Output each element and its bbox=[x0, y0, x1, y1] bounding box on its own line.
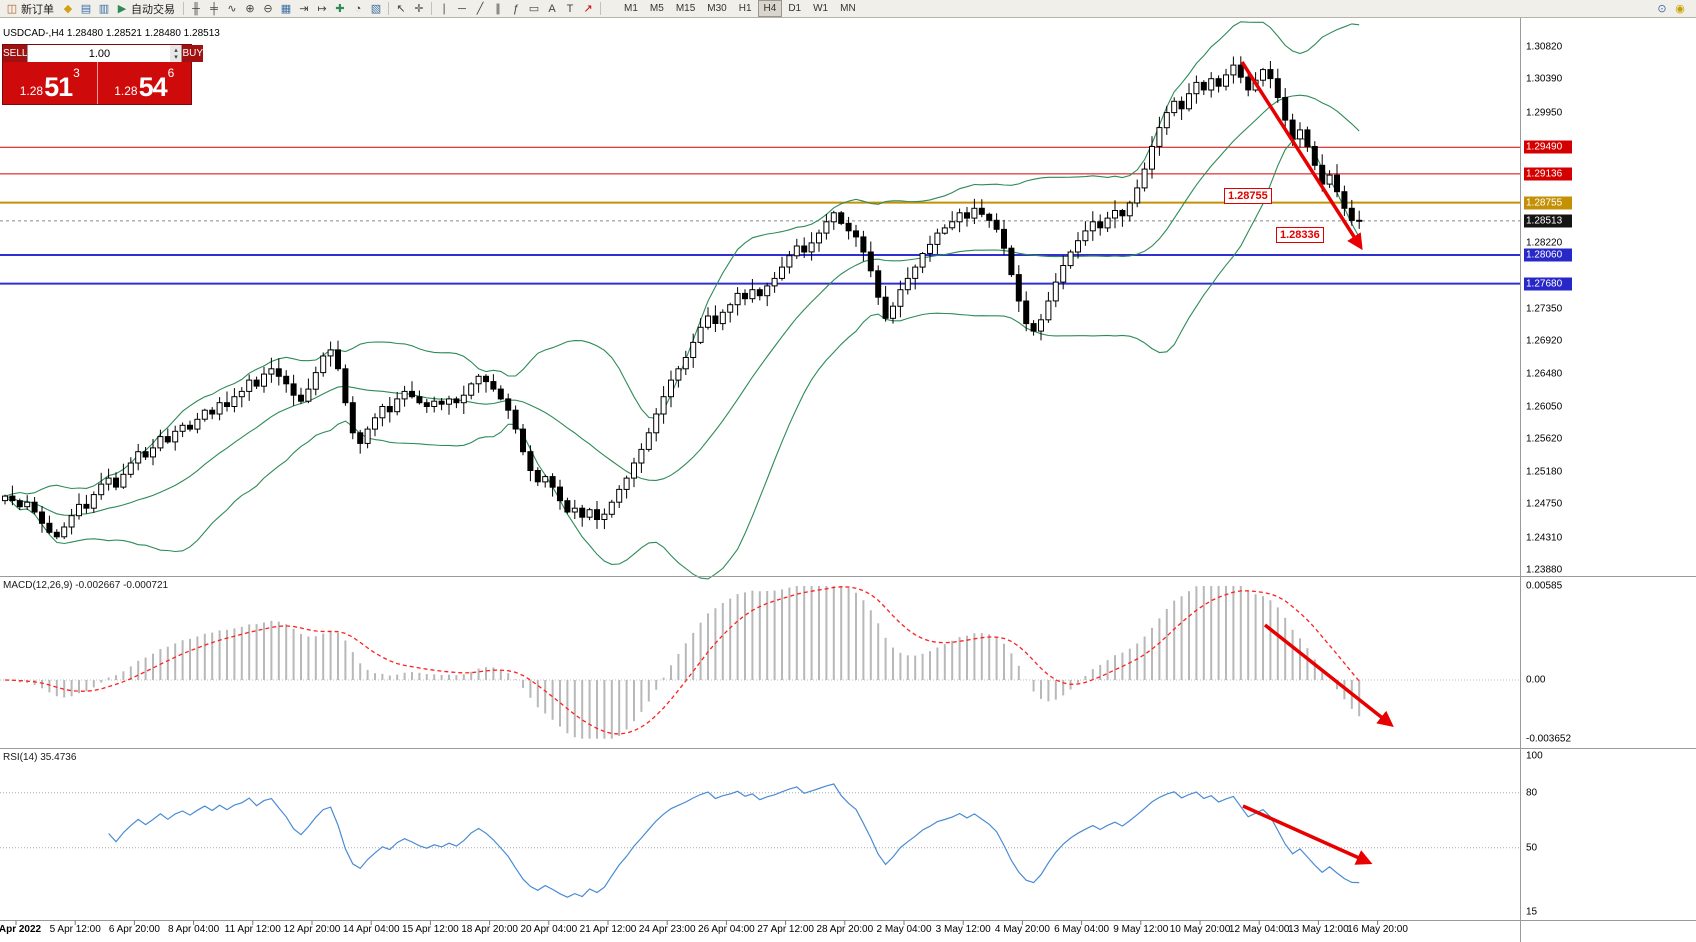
new-order-button-label[interactable]: 新订单 bbox=[21, 3, 54, 16]
tile-windows-icon[interactable]: ▦ bbox=[280, 2, 292, 15]
sell-price-display[interactable]: 1.28 51 3 bbox=[3, 62, 97, 104]
timeframe-w1-button[interactable]: W1 bbox=[813, 3, 829, 14]
timeframe-mn-button[interactable]: MN bbox=[840, 3, 856, 14]
toolbar-separator bbox=[388, 2, 389, 15]
price-annotation-label[interactable]: 1.28755 bbox=[1224, 188, 1272, 204]
channel-icon[interactable]: ∥ bbox=[495, 2, 501, 15]
volume-input[interactable] bbox=[28, 45, 171, 62]
sell-price-prefix: 1.28 bbox=[19, 84, 44, 98]
indicators-icon[interactable]: ✚ bbox=[335, 2, 345, 15]
brand-icon[interactable]: ◉ bbox=[1675, 2, 1685, 15]
cursor-icon[interactable]: ↖ bbox=[396, 2, 406, 15]
bar-chart-icon[interactable]: ╫ bbox=[192, 2, 200, 15]
volume-stepper[interactable]: ▴ ▾ bbox=[170, 45, 182, 62]
macd-indicator-label: MACD(12,26,9) -0.002667 -0.000721 bbox=[3, 580, 169, 591]
volume-down-icon[interactable]: ▾ bbox=[174, 53, 178, 61]
toolbar-separator bbox=[183, 2, 184, 15]
autotrading-button-label[interactable]: 自动交易 bbox=[131, 3, 175, 16]
arrow-tool-icon[interactable]: ↗ bbox=[583, 2, 593, 15]
shapes-icon[interactable]: ▭ bbox=[528, 2, 540, 15]
vertical-line-icon[interactable]: ∣ bbox=[441, 2, 447, 15]
crosshair-icon[interactable]: ✛ bbox=[414, 2, 424, 15]
trendline-icon[interactable]: ╱ bbox=[476, 2, 484, 15]
autotrading-button[interactable]: ▶ bbox=[117, 2, 127, 15]
chart-ohlc-line: USDCAD-,H4 1.28480 1.28521 1.28480 1.285… bbox=[3, 28, 220, 39]
zoom-in-icon[interactable]: ⊕ bbox=[245, 2, 255, 15]
volume-box: ▴ ▾ bbox=[27, 45, 183, 62]
price-divider bbox=[96, 62, 98, 104]
timeframe-m30-button[interactable]: M30 bbox=[707, 3, 727, 14]
zoom-out-icon[interactable]: ⊖ bbox=[263, 2, 273, 15]
fibonacci-icon[interactable]: ƒ bbox=[512, 2, 520, 15]
main-toolbar: ◫ 新订单 ◆ ▤ ▥ ▶ 自动交易 ╫ ╪ ∿ ⊕ ⊖ ▦ ⇥ ↦ ✚ ◔ ▧ ↖ ✛ ∣ ─ ╱ ∥ ƒ ▭ A T ↗ M1 M5 M… bbox=[0, 0, 1696, 18]
sell-button[interactable]: SELL bbox=[3, 45, 28, 62]
auto-scroll-icon[interactable]: ⇥ bbox=[299, 2, 309, 15]
timeframe-h4-button[interactable]: H4 bbox=[757, 0, 783, 17]
price-annotation-label[interactable]: 1.28336 bbox=[1276, 227, 1324, 243]
sell-price-sup: 3 bbox=[73, 66, 80, 80]
navigator-icon[interactable]: ▥ bbox=[98, 2, 110, 15]
timeframe-m5-button[interactable]: M5 bbox=[649, 3, 664, 14]
alert-icon[interactable]: ◆ bbox=[63, 2, 73, 15]
toolbar-separator bbox=[600, 2, 601, 15]
price-scale-strip[interactable] bbox=[1521, 18, 1696, 942]
horizontal-line-icon[interactable]: ─ bbox=[458, 2, 466, 15]
buy-button[interactable]: BUY bbox=[182, 45, 204, 62]
chart-shift-icon[interactable]: ↦ bbox=[317, 2, 327, 15]
time-axis-strip[interactable] bbox=[0, 921, 1520, 941]
timeframe-m15-button[interactable]: M15 bbox=[675, 3, 696, 14]
text-icon[interactable]: A bbox=[548, 2, 556, 15]
market-watch-icon[interactable]: ▤ bbox=[80, 2, 92, 15]
trade-panel-price-row: 1.28 51 3 1.28 54 6 bbox=[3, 62, 191, 104]
new-order-button[interactable]: ◫ bbox=[6, 2, 18, 15]
label-icon[interactable]: T bbox=[566, 2, 574, 15]
search-icon[interactable]: ⊙ bbox=[1657, 2, 1667, 15]
one-click-trading-panel: SELL ▴ ▾ BUY 1.28 51 3 1.28 54 6 bbox=[2, 44, 204, 105]
buy-price-main: 54 bbox=[138, 72, 168, 102]
trade-panel-top-row: SELL ▴ ▾ BUY bbox=[3, 45, 204, 62]
periods-icon[interactable]: ◔ bbox=[354, 2, 362, 15]
timeframe-d1-button[interactable]: D1 bbox=[788, 3, 802, 14]
macd-pane-splitter[interactable] bbox=[0, 574, 1696, 578]
toolbar-items: ◫ 新订单 ◆ ▤ ▥ ▶ 自动交易 ╫ ╪ ∿ ⊕ ⊖ ▦ ⇥ ↦ ✚ ◔ ▧ ↖ ✛ ∣ ─ ╱ ∥ ƒ ▭ A T ↗ bbox=[3, 1, 604, 17]
sell-price-main: 51 bbox=[44, 72, 73, 102]
toolbar-right: ⊙ ◉ bbox=[1653, 1, 1689, 17]
timeframe-h1-button[interactable]: H1 bbox=[738, 3, 752, 14]
templates-icon[interactable]: ▧ bbox=[370, 2, 382, 15]
buy-price-prefix: 1.28 bbox=[114, 84, 138, 98]
rsi-pane-splitter[interactable] bbox=[0, 746, 1696, 750]
line-chart-icon[interactable]: ∿ bbox=[227, 2, 237, 15]
buy-price-display[interactable]: 1.28 54 6 bbox=[98, 62, 192, 104]
timeframe-m1-button[interactable]: M1 bbox=[624, 3, 638, 14]
timeframe-toolbar: M1 M5 M15 M30 H1 H4 D1 W1 MN bbox=[618, 0, 862, 17]
toolbar-separator bbox=[431, 2, 432, 15]
rsi-indicator-label: RSI(14) 35.4736 bbox=[3, 752, 77, 763]
candlestick-icon[interactable]: ╪ bbox=[210, 2, 218, 15]
buy-price-sup: 6 bbox=[167, 66, 175, 80]
volume-up-icon[interactable]: ▴ bbox=[174, 46, 178, 54]
